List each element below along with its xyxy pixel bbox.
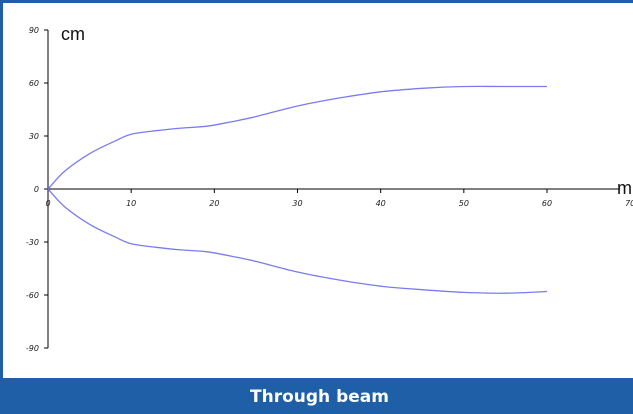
axes — [44, 29, 621, 349]
x-tick-label: 60 — [542, 199, 552, 208]
x-tick-label: 20 — [209, 199, 219, 208]
x-tick-label: 10 — [126, 199, 136, 208]
y-tick-label: 30 — [29, 132, 39, 141]
y-tick-label: 60 — [29, 79, 39, 88]
series-group — [47, 85, 548, 294]
x-tick-label: 0 — [45, 199, 50, 208]
x-tick-label: 70 — [625, 199, 633, 208]
y-tick-label: 0 — [34, 185, 39, 194]
y-tick-label: -30 — [26, 238, 39, 247]
x-tick-label: 30 — [292, 199, 302, 208]
chart-caption: Through beam — [250, 387, 389, 407]
x-tick-label: 40 — [376, 199, 386, 208]
y-tick-label: 90 — [29, 26, 39, 35]
x-axis-unit-label: m — [617, 178, 632, 198]
lower-beam-line — [47, 188, 548, 294]
x-tick-label: 50 — [459, 199, 469, 208]
upper-beam-line — [47, 85, 547, 190]
y-tick-label: -60 — [26, 291, 39, 300]
y-axis-unit-label: cm — [61, 24, 85, 44]
chart-canvas: 90 60 30 0 -30 -60 -90 0 10 20 30 40 50 60 70 cm m — [26, 24, 633, 353]
y-tick-label: -90 — [26, 344, 39, 353]
tick-labels: 90 60 30 0 -30 -60 -90 0 10 20 30 40 50 60 70 — [26, 26, 633, 353]
caption-bar: Through beam — [3, 378, 633, 411]
